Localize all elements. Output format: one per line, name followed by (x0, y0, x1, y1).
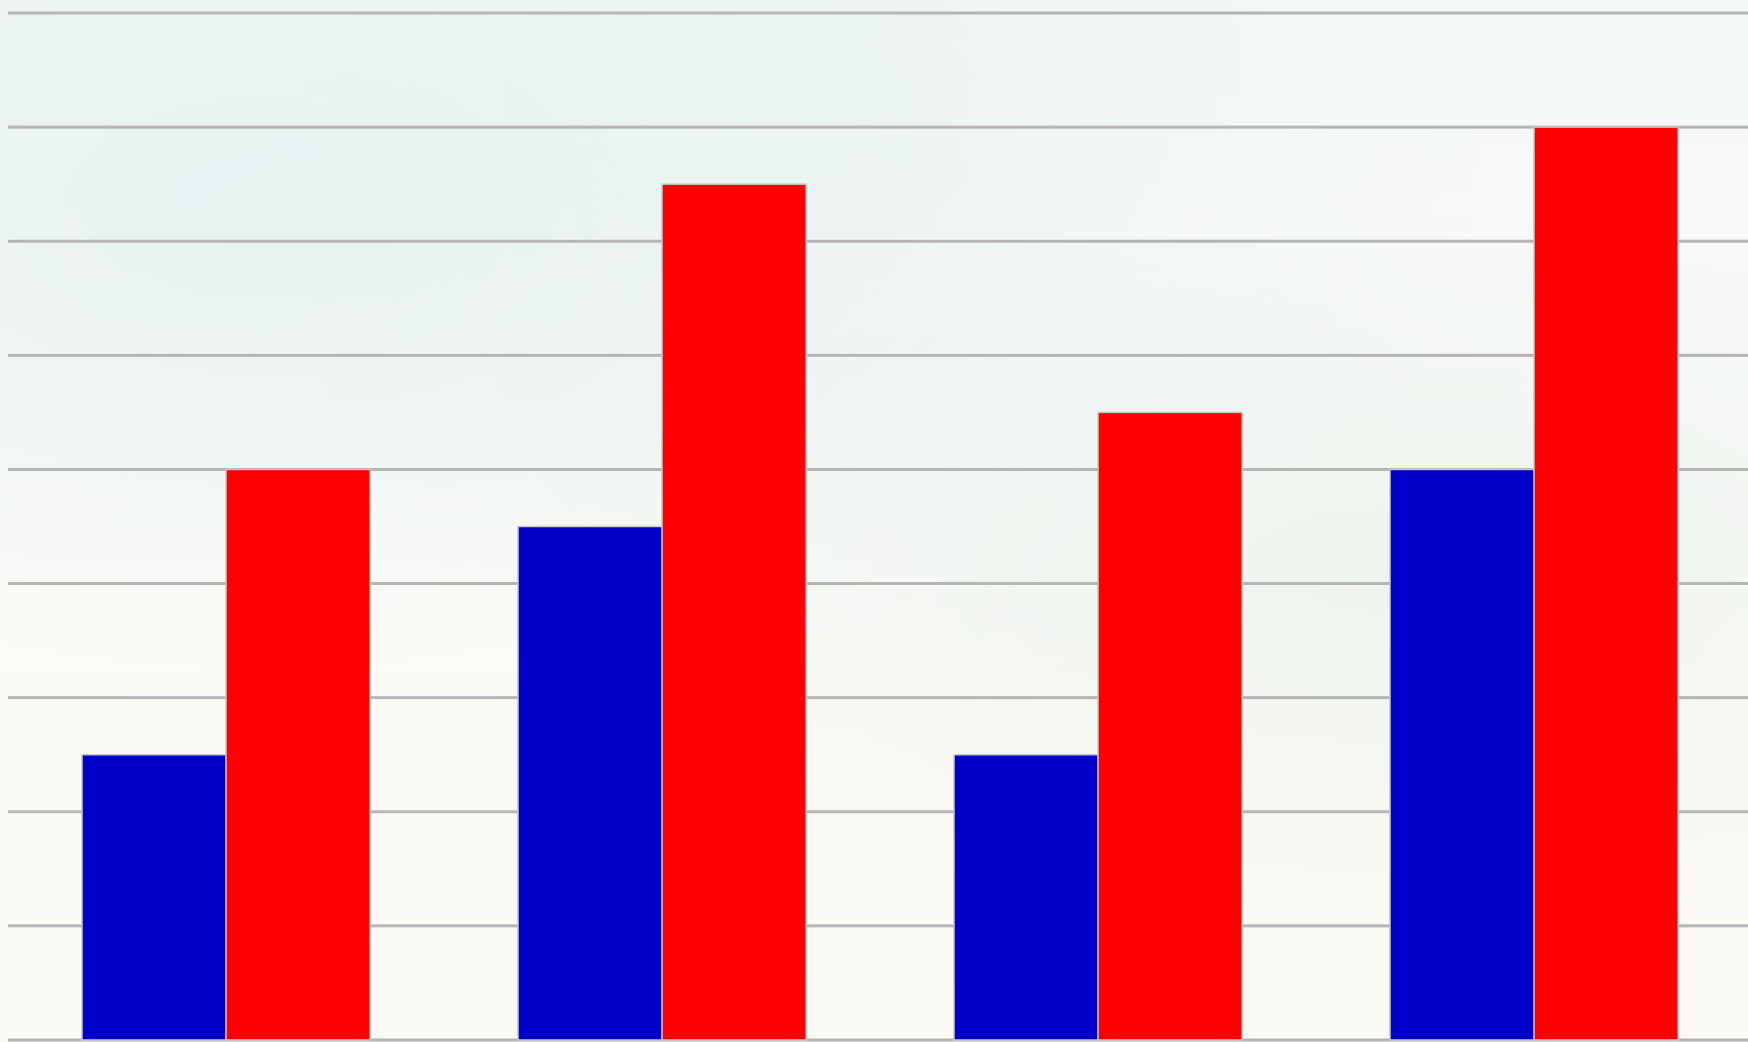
bar-series1-category4 (1389, 468, 1535, 1041)
bar-series1-category2 (517, 525, 663, 1041)
bar-series2-category4 (1533, 126, 1679, 1041)
bar-series1-category1 (81, 753, 227, 1041)
bar-series2-category2 (661, 183, 807, 1041)
bar-series1-category3 (953, 753, 1099, 1041)
bar-series2-category1 (225, 468, 371, 1041)
bar-series2-category3 (1097, 411, 1243, 1041)
bars (81, 126, 1679, 1041)
